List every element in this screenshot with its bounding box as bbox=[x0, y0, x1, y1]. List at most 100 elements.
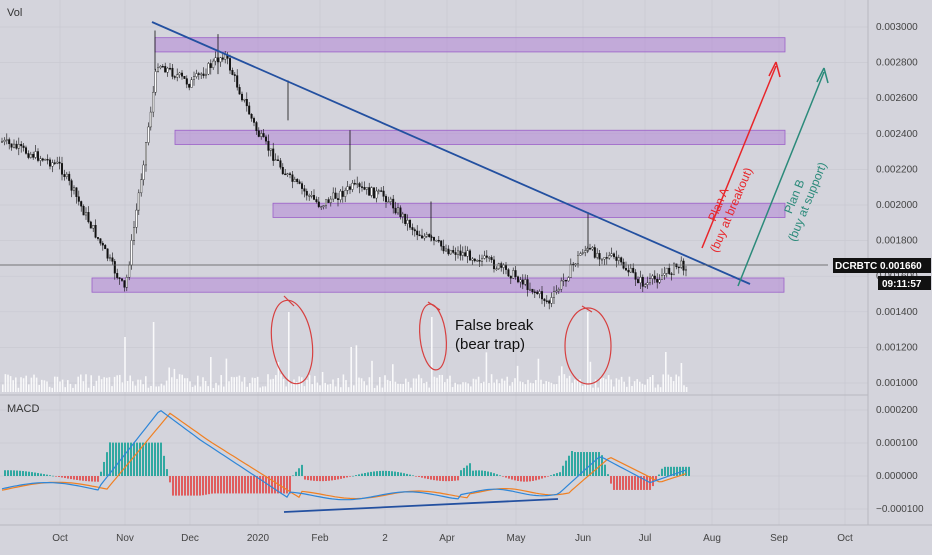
candle-body-21 bbox=[51, 162, 54, 167]
candle-body-87 bbox=[209, 63, 212, 68]
candle-body-212 bbox=[509, 275, 512, 279]
volume-bar-163 bbox=[425, 381, 428, 392]
volume-bar-182 bbox=[475, 379, 477, 392]
macd-hist-186 bbox=[562, 465, 564, 476]
candle-body-105 bbox=[252, 118, 255, 123]
volume-bar-246 bbox=[641, 383, 644, 392]
volume-bar-67 bbox=[176, 378, 178, 392]
volume-bar-94 bbox=[246, 386, 248, 392]
candle-body-38 bbox=[92, 225, 95, 229]
candle-body-159 bbox=[382, 190, 385, 197]
macd-hist-145 bbox=[439, 476, 441, 481]
candle-body-70 bbox=[168, 67, 171, 70]
macd-hist-13 bbox=[43, 474, 45, 476]
volume-bar-142 bbox=[371, 360, 373, 392]
volume-bar-243 bbox=[633, 381, 636, 392]
candle-body-231 bbox=[555, 290, 558, 293]
macd-hist-116 bbox=[352, 475, 354, 477]
macd-hist-127 bbox=[385, 470, 387, 476]
candle-body-267 bbox=[641, 276, 644, 287]
macd-hist-197 bbox=[595, 452, 597, 476]
candle-body-28 bbox=[68, 173, 71, 181]
plan-b-arrow[interactable] bbox=[737, 71, 825, 287]
candle-body-79 bbox=[190, 79, 193, 88]
descending-trendline[interactable] bbox=[151, 21, 751, 285]
time-tick-5: 2 bbox=[382, 533, 388, 544]
volume-bar-208 bbox=[542, 383, 545, 392]
symbol-tag[interactable] bbox=[833, 258, 931, 273]
macd-hist-0 bbox=[4, 470, 6, 476]
macd-axis[interactable]: 0.000200 0.000100 0.000000 −0.000100 bbox=[876, 405, 924, 515]
macd-hist-143 bbox=[433, 476, 435, 481]
candle-body-160 bbox=[385, 196, 388, 202]
annotation-circle-3[interactable] bbox=[564, 307, 612, 385]
volume-bar-106 bbox=[277, 362, 280, 392]
candle-body-145 bbox=[349, 186, 352, 190]
macd-hist-218 bbox=[658, 474, 660, 476]
macd-hist-55 bbox=[169, 476, 171, 483]
candle-body-167 bbox=[401, 213, 404, 217]
candle-body-228 bbox=[548, 300, 551, 304]
candle-body-128 bbox=[308, 195, 311, 197]
volume-bar-193 bbox=[503, 380, 506, 392]
time-tick-2: Dec bbox=[181, 533, 199, 544]
volume-bar-116 bbox=[303, 386, 306, 392]
volume-bar-5 bbox=[15, 377, 17, 392]
volume-bar-15 bbox=[41, 379, 43, 392]
macd-hist-7 bbox=[25, 471, 27, 476]
volume-bar-86 bbox=[225, 358, 228, 392]
volume-bar-230 bbox=[600, 376, 602, 392]
volume-bar-233 bbox=[607, 375, 610, 392]
macd-hist-219 bbox=[661, 468, 663, 476]
macd-hist-210 bbox=[634, 476, 636, 490]
plan-a-arrow[interactable] bbox=[701, 65, 777, 249]
volume-bar-115 bbox=[301, 377, 303, 392]
volume-bar-147 bbox=[384, 375, 386, 392]
candle-body-11 bbox=[27, 153, 30, 158]
volume-bar-71 bbox=[186, 378, 189, 392]
time-tick-7: May bbox=[507, 533, 526, 544]
volume-bar-57 bbox=[150, 385, 152, 392]
time-tick-1: Nov bbox=[116, 533, 134, 544]
candle-body-164 bbox=[394, 207, 397, 214]
candle-body-190 bbox=[457, 250, 460, 255]
macd-hist-75 bbox=[229, 476, 231, 494]
volume-bar-240 bbox=[626, 386, 628, 392]
macd-hist-228 bbox=[688, 466, 690, 476]
candle-body-131 bbox=[315, 199, 318, 203]
candle-body-162 bbox=[389, 198, 392, 202]
candle-body-35 bbox=[84, 212, 87, 216]
macd-hist-198 bbox=[598, 452, 600, 476]
last-price: 0.001660 bbox=[880, 261, 922, 272]
candle-body-275 bbox=[661, 275, 664, 280]
macd-hist-164 bbox=[496, 474, 498, 476]
candle-body-117 bbox=[281, 167, 284, 175]
volume-bar-36 bbox=[95, 380, 98, 392]
candle-body-278 bbox=[668, 267, 671, 274]
macd-hist-206 bbox=[622, 476, 624, 490]
zone-1[interactable] bbox=[174, 129, 786, 145]
volume-bar-55 bbox=[145, 376, 147, 392]
annotation-circle-2[interactable] bbox=[417, 303, 450, 371]
zone-0[interactable] bbox=[154, 37, 786, 53]
macd-tick-1: 0.000100 bbox=[876, 438, 918, 449]
zone-3[interactable] bbox=[91, 277, 785, 293]
candle-body-153 bbox=[368, 187, 371, 196]
candle-body-188 bbox=[452, 250, 455, 253]
candle-body-200 bbox=[481, 258, 484, 262]
price-tick-6: 0.001800 bbox=[876, 236, 918, 247]
volume-bar-211 bbox=[550, 382, 553, 392]
volume-bar-238 bbox=[620, 376, 623, 392]
price-axis[interactable]: 0.003000 0.002800 0.002600 0.002400 0.002200… bbox=[876, 22, 918, 389]
annotation-circle-1[interactable] bbox=[266, 298, 317, 387]
macd-divergence-line[interactable] bbox=[283, 498, 559, 513]
volume-bar-137 bbox=[358, 377, 360, 392]
volume-bar-120 bbox=[314, 375, 316, 392]
candle-body-37 bbox=[89, 221, 92, 229]
candle-body-273 bbox=[656, 278, 659, 283]
volume-bar-200 bbox=[522, 382, 524, 392]
time-axis[interactable]: Oct Nov Dec 2020 Feb 2 Apr May Jun Jul Aug Sep Oct bbox=[52, 533, 853, 544]
volume-bar-127 bbox=[332, 379, 334, 392]
volume-bar-104 bbox=[272, 378, 274, 392]
